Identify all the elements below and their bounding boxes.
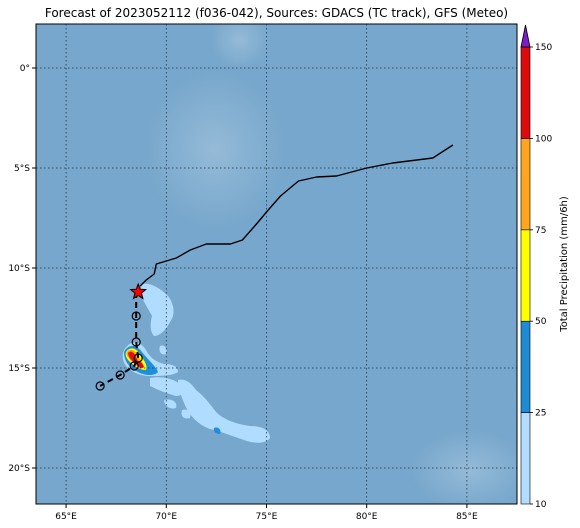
precip-area-light	[178, 379, 270, 443]
tc-track-line	[99, 292, 140, 387]
map-border	[35, 23, 518, 505]
x-tick-label: 80°E	[356, 512, 378, 522]
tc-forecast-point[interactable]	[115, 370, 125, 380]
colorbar-extend-triangle	[520, 24, 531, 48]
y-tick-label: 10°S	[8, 264, 30, 274]
precip-area-light	[159, 345, 167, 355]
tc-forecast-point[interactable]	[131, 311, 141, 321]
colorbar-tick-label: 100	[535, 134, 552, 144]
y-tick-label: 15°S	[8, 364, 30, 374]
colorbar-tick-label: 50	[535, 317, 547, 327]
colorbar-ticks: 10 25 50 75 100 150	[530, 43, 552, 510]
tc-forecast-point[interactable]	[131, 337, 141, 347]
tc-forecast-point[interactable]	[129, 361, 139, 371]
colorbar-segments	[520, 46, 531, 505]
precip-area-medium	[213, 427, 221, 434]
x-tick-label: 85°E	[456, 512, 478, 522]
colorbar-segment	[520, 46, 531, 139]
ocean-background	[36, 24, 517, 504]
graticule	[36, 24, 517, 504]
precip-area-light	[164, 399, 177, 409]
colorbar-label: Total Precipitation (mm/6h)	[559, 196, 570, 333]
colorbar-segment	[520, 320, 531, 413]
y-tick-label: 20°S	[8, 464, 30, 474]
colorbar-tick-label: 150	[535, 43, 552, 53]
colorbar-segment	[520, 412, 531, 505]
cloud-texture	[210, 24, 270, 70]
map-panel[interactable]	[36, 10, 530, 510]
cloud-texture	[145, 70, 285, 230]
x-tick-label: 75°E	[256, 512, 278, 522]
colorbar-tick-label: 25	[535, 409, 546, 419]
colorbar-segment	[520, 229, 531, 322]
colorbar-tick-label: 75	[535, 226, 546, 236]
cloud-texture	[410, 430, 517, 504]
precip-area-light	[140, 283, 174, 336]
precip-area-light	[181, 409, 191, 419]
y-tick-label: 5°S	[14, 164, 30, 174]
tc-track-points	[95, 311, 143, 391]
y-tick-label: 0°	[20, 64, 30, 74]
precip-area-light	[150, 377, 184, 396]
tc-forecast-point[interactable]	[133, 353, 143, 363]
tc-forecast-point[interactable]	[95, 381, 105, 391]
colorbar-tick-label: 10	[535, 500, 547, 510]
coastline	[139, 144, 454, 287]
longitude-ticks: 65°E 70°E 75°E 80°E 85°E	[55, 504, 478, 522]
x-tick-label: 70°E	[155, 512, 177, 522]
latitude-ticks: 0° 5°S 10°S 15°S 20°S	[8, 64, 36, 474]
x-tick-label: 65°E	[55, 512, 77, 522]
map-title: Forecast of 2023052112 (f036-042), Sourc…	[44, 6, 509, 20]
colorbar: 10 25 50 75 100 150 Total Precipitation (mm/6…	[520, 24, 570, 510]
colorbar-segment	[520, 138, 531, 231]
tc-current-position-star[interactable]	[129, 282, 148, 300]
